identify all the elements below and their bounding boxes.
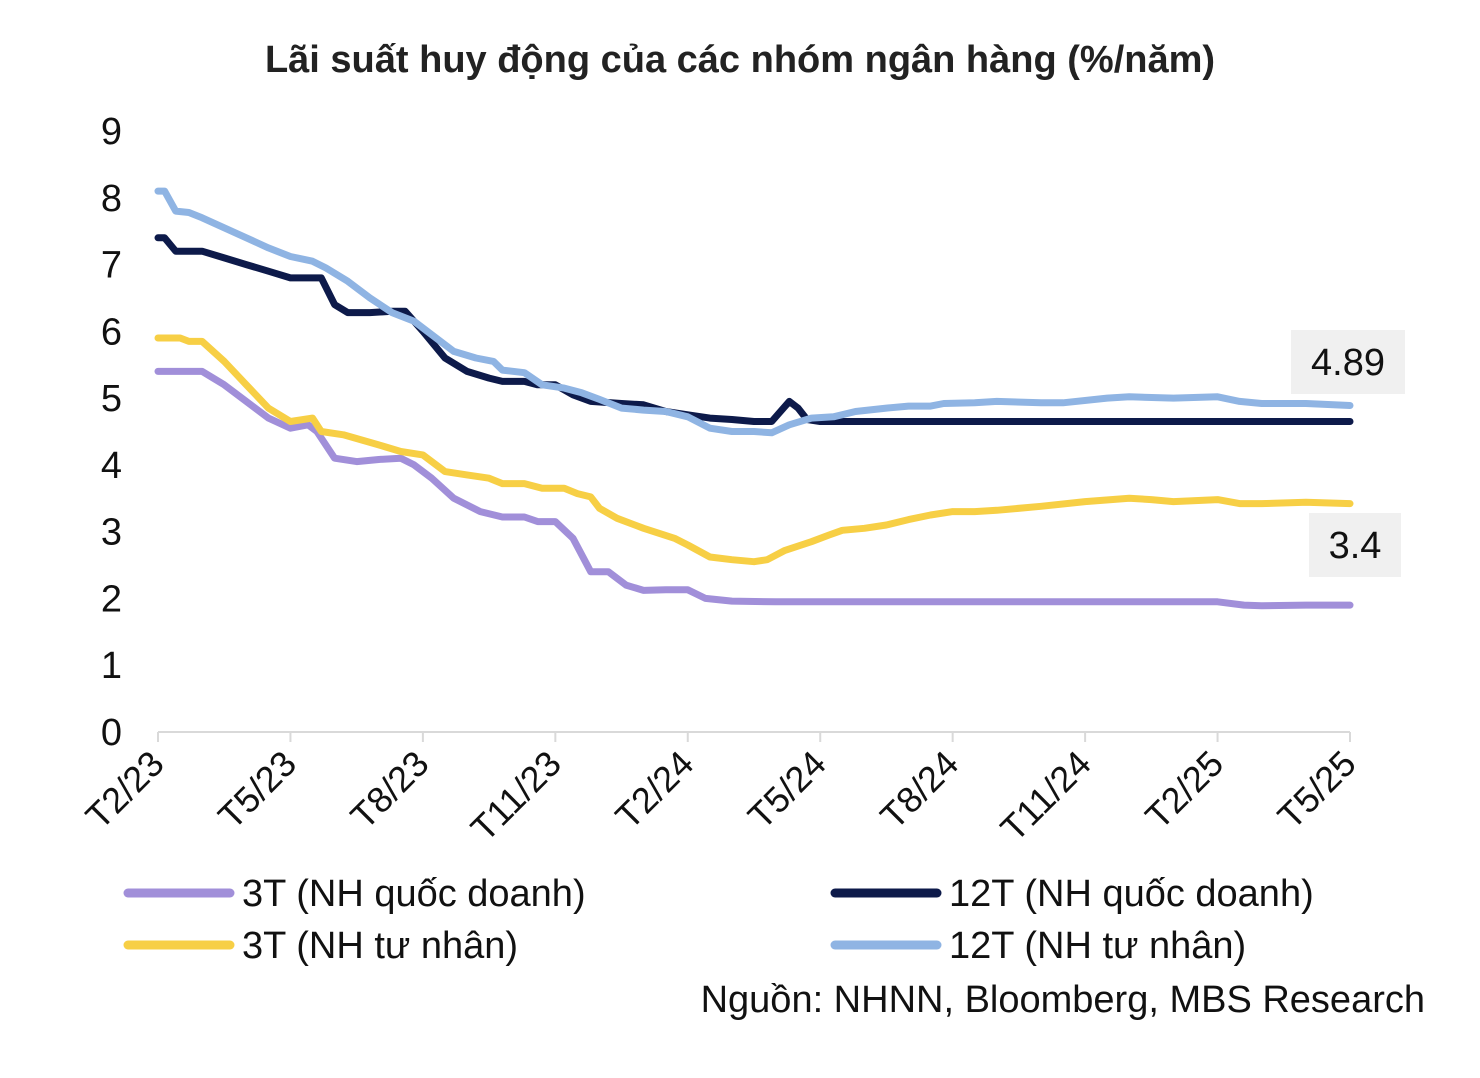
series-line xyxy=(154,367,1354,610)
series-line xyxy=(154,234,1354,425)
x-tick-label: T8/23 xyxy=(342,743,436,837)
y-tick-label: 5 xyxy=(101,378,122,420)
legend-label: 3T (NH quốc doanh) xyxy=(242,873,586,915)
y-tick-label: 7 xyxy=(101,245,122,287)
x-axis: T2/23 T5/23 T8/23 T11/23 T2/24 T5/24 T8/24 T11/… xyxy=(78,732,1364,849)
x-tick-label: T2/23 xyxy=(78,743,172,837)
y-tick-label: 6 xyxy=(101,311,122,353)
series-group xyxy=(154,187,1354,610)
x-tick-label: T5/25 xyxy=(1270,743,1364,837)
y-tick-label: 8 xyxy=(101,178,122,220)
data-callouts: 4.89 3.4 xyxy=(1291,330,1405,577)
x-tick-label: T8/24 xyxy=(872,743,966,837)
legend-label: 3T (NH tư nhân) xyxy=(242,925,518,967)
chart-title: Lãi suất huy động của các nhóm ngân hàng… xyxy=(265,39,1215,81)
y-tick-label: 9 xyxy=(101,111,122,153)
series-line xyxy=(154,334,1354,566)
legend-label: 12T (NH quốc doanh) xyxy=(949,873,1314,915)
x-tick-label: T11/23 xyxy=(463,743,569,849)
y-tick-label: 0 xyxy=(101,712,122,754)
x-tick-label: T11/24 xyxy=(992,743,1098,849)
legend-label: 12T (NH tư nhân) xyxy=(949,925,1246,967)
y-tick-label: 2 xyxy=(101,578,122,620)
callout-label: 3.4 xyxy=(1329,525,1382,567)
source-note: Nguồn: NHNN, Bloomberg, MBS Research xyxy=(701,979,1425,1021)
y-tick-label: 1 xyxy=(101,645,122,687)
x-tick-label: T2/25 xyxy=(1137,743,1231,837)
y-tick-label: 4 xyxy=(101,445,122,487)
y-tick-label: 3 xyxy=(101,512,122,554)
series-line xyxy=(154,187,1354,437)
x-tick-label: T2/24 xyxy=(607,743,701,837)
callout-box xyxy=(1309,513,1401,577)
callout-label: 4.89 xyxy=(1311,342,1385,384)
callout-box xyxy=(1291,330,1405,394)
legend: 3T (NH quốc doanh) 12T (NH quốc doanh) 3T … xyxy=(123,873,1314,967)
y-axis: 0 1 2 3 4 5 6 7 8 9 xyxy=(101,111,122,754)
x-tick-label: T5/23 xyxy=(210,743,304,837)
x-tick-label: T5/24 xyxy=(740,743,834,837)
